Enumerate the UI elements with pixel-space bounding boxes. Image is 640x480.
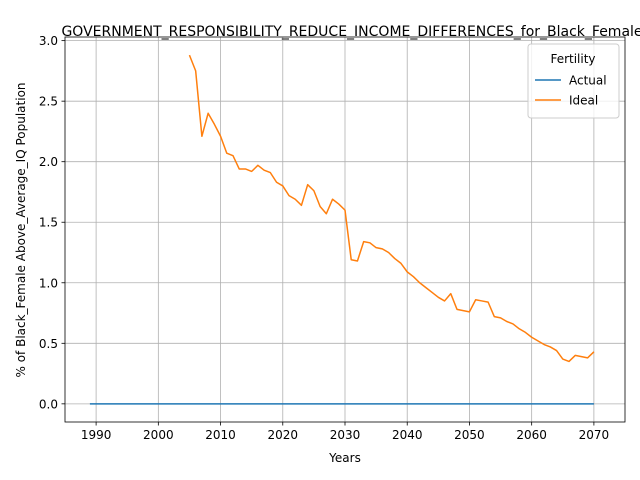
chart-title: GOVERNMENT_RESPONSIBILITY_REDUCE_INCOME_… bbox=[61, 24, 640, 40]
x-tick-label: 2060 bbox=[516, 428, 547, 442]
y-tick-label: 0.0 bbox=[39, 397, 58, 411]
x-tick-label: 2040 bbox=[392, 428, 423, 442]
y-tick-label: 1.5 bbox=[39, 216, 58, 230]
legend: Fertility Actual Ideal bbox=[527, 43, 620, 119]
legend-label-ideal: Ideal bbox=[569, 94, 598, 108]
y-tick-label: 3.0 bbox=[39, 34, 58, 48]
legend-title: Fertility bbox=[550, 52, 595, 66]
x-tick-label: 2050 bbox=[454, 428, 485, 442]
x-tick-label: 2020 bbox=[268, 428, 299, 442]
y-tick-label: 2.0 bbox=[39, 155, 58, 169]
y-tick-label: 2.5 bbox=[39, 95, 58, 109]
x-tick-label: 1990 bbox=[81, 428, 112, 442]
x-tick-label: 2070 bbox=[579, 428, 610, 442]
y-axis-label: % of Black_Female Above_Average_IQ Popul… bbox=[14, 82, 28, 377]
legend-label-actual: Actual bbox=[569, 74, 607, 88]
tick-labels: 1990 2000 2010 2020 2030 2040 2050 2060 2070 0.0 0… bbox=[39, 34, 609, 442]
x-tick-label: 2010 bbox=[205, 428, 236, 442]
x-tick-label: 2000 bbox=[143, 428, 174, 442]
x-tick-label: 2030 bbox=[330, 428, 361, 442]
y-tick-label: 0.5 bbox=[39, 337, 58, 351]
plot-lines bbox=[89, 54, 595, 405]
y-tick-label: 1.0 bbox=[39, 276, 58, 290]
legend-entries: Actual Ideal bbox=[535, 74, 607, 108]
x-axis-label: Years bbox=[328, 451, 361, 465]
grid bbox=[65, 37, 625, 422]
series-line-ideal bbox=[188, 54, 595, 363]
